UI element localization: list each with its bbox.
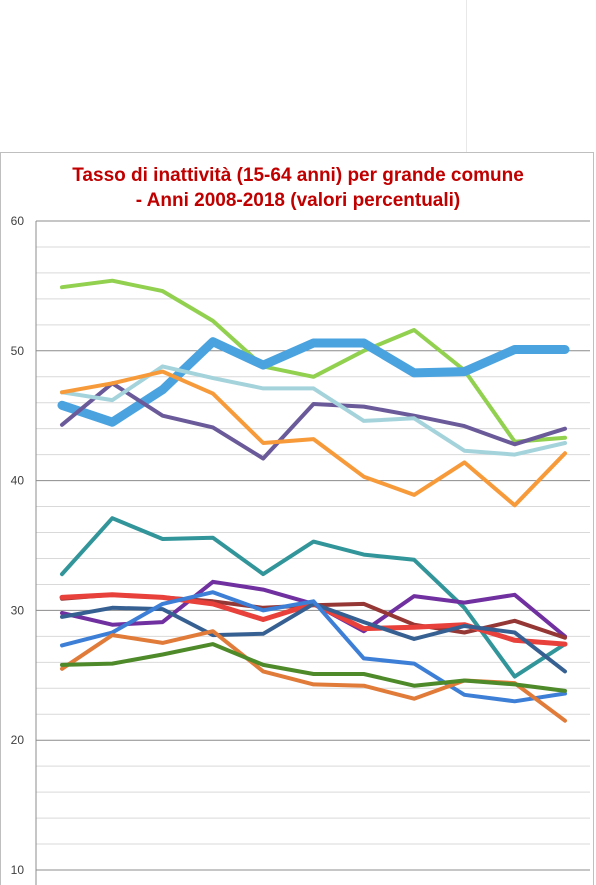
series-line-11 [60,590,567,704]
major-gridlines [36,220,590,871]
y-tick-label: 40 [11,474,25,488]
y-tick-label: 30 [11,603,25,617]
series-line-13 [60,642,567,693]
y-tick-label: 20 [11,733,25,747]
chart-title-line-1: Tasso di inattività (15-64 anni) per gra… [72,165,524,186]
y-tick-label: 50 [11,344,25,358]
series-line-2 [57,337,570,427]
y-tick-labels: 10 20 30 40 50 60 [11,214,25,877]
chart-title-line-2: - Anni 2008-2018 (valori percentuali) [135,190,461,211]
chart-frame [0,152,594,885]
y-tick-label: 60 [11,214,25,228]
minor-gridlines [36,246,590,845]
header-divider [466,0,467,152]
series-line-3 [60,381,567,461]
series-line-5 [60,369,567,508]
series-line-4 [60,364,567,457]
chart-title: Tasso di inattività (15-64 anni) per gra… [0,163,596,213]
series-line-1 [60,278,567,444]
blank-header-area [0,0,596,152]
series-lines [57,278,570,723]
y-tick-label: 10 [11,863,25,877]
